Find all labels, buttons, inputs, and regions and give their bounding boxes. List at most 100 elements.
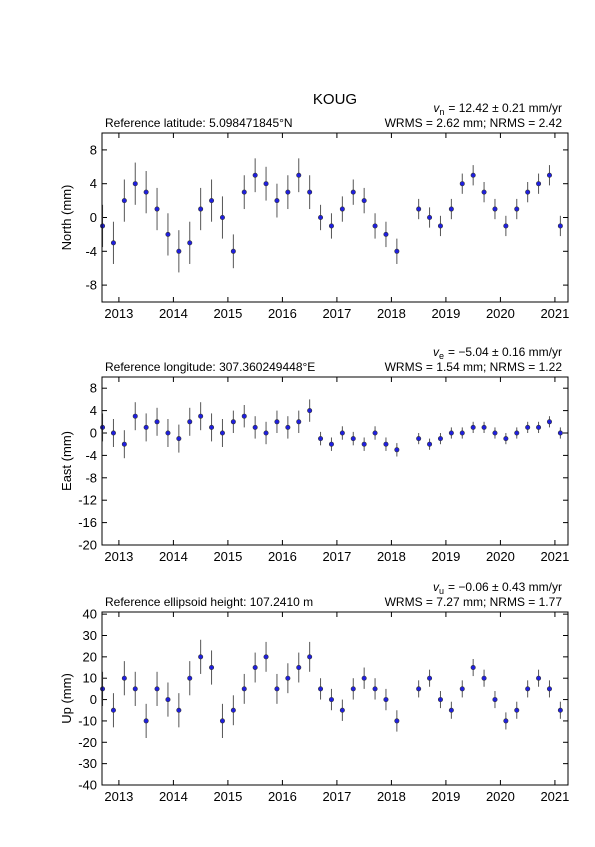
velocity-subscript: n bbox=[439, 107, 444, 117]
x-tick-label: 2021 bbox=[540, 306, 569, 321]
data-point bbox=[219, 718, 225, 724]
data-point bbox=[165, 697, 171, 703]
data-point bbox=[110, 240, 116, 246]
data-point bbox=[383, 441, 389, 447]
y-tick-label: -4 bbox=[85, 244, 97, 259]
data-point bbox=[187, 240, 193, 246]
data-point bbox=[296, 665, 302, 671]
data-point bbox=[427, 441, 433, 447]
plot-frame bbox=[101, 376, 569, 546]
data-point bbox=[263, 430, 269, 436]
data-point bbox=[503, 223, 509, 229]
velocity-label: vn = 12.42 ± 0.21 mm/yr bbox=[433, 101, 562, 117]
y-axis-label: East (mm) bbox=[59, 431, 74, 491]
y-tick-label: 4 bbox=[90, 176, 97, 191]
x-tick-label: 2019 bbox=[431, 789, 460, 804]
data-point bbox=[546, 686, 552, 692]
data-point bbox=[514, 206, 520, 212]
data-point bbox=[241, 189, 247, 195]
data-point bbox=[383, 231, 389, 237]
data-point bbox=[448, 206, 454, 212]
data-point bbox=[154, 686, 160, 692]
y-tick-label: 20 bbox=[83, 649, 97, 664]
x-tick-label: 2018 bbox=[377, 549, 406, 564]
wrms-label: WRMS = 1.54 mm; NRMS = 1.22 bbox=[385, 360, 563, 374]
y-tick-label: -12 bbox=[78, 493, 97, 508]
data-point bbox=[361, 198, 367, 204]
x-tick-label: 2013 bbox=[104, 789, 133, 804]
data-point bbox=[307, 654, 313, 660]
data-point bbox=[296, 419, 302, 425]
y-tick-label: 8 bbox=[90, 142, 97, 157]
data-point bbox=[492, 430, 498, 436]
data-point bbox=[132, 686, 138, 692]
data-point bbox=[394, 248, 400, 254]
y-tick-label: 0 bbox=[90, 692, 97, 707]
data-point bbox=[427, 215, 433, 221]
data-point bbox=[230, 707, 236, 713]
data-point bbox=[110, 430, 116, 436]
data-point bbox=[121, 198, 127, 204]
velocity-subscript: u bbox=[439, 586, 444, 596]
data-point bbox=[328, 697, 334, 703]
data-point bbox=[241, 413, 247, 419]
data-point bbox=[187, 419, 193, 425]
data-point bbox=[437, 697, 443, 703]
y-axis-label: North (mm) bbox=[59, 185, 74, 251]
y-tick-label: -40 bbox=[78, 778, 97, 793]
velocity-symbol: v bbox=[433, 101, 440, 115]
y-tick-label: -8 bbox=[85, 278, 97, 293]
data-point bbox=[459, 181, 465, 187]
data-point bbox=[525, 189, 531, 195]
data-point bbox=[328, 223, 334, 229]
data-point bbox=[514, 707, 520, 713]
x-tick-label: 2020 bbox=[486, 549, 515, 564]
x-tick-label: 2014 bbox=[159, 789, 188, 804]
data-point bbox=[361, 675, 367, 681]
data-point bbox=[557, 707, 563, 713]
velocity-subscript: e bbox=[439, 351, 444, 361]
data-point bbox=[165, 231, 171, 237]
data-point bbox=[481, 424, 487, 430]
data-point bbox=[339, 707, 345, 713]
data-point bbox=[459, 430, 465, 436]
data-point bbox=[100, 223, 106, 229]
reference-label: Reference longitude: 307.360249448°E bbox=[105, 360, 315, 374]
x-tick-label: 2016 bbox=[268, 306, 297, 321]
x-tick-label: 2018 bbox=[377, 789, 406, 804]
data-point bbox=[198, 206, 204, 212]
data-point bbox=[176, 707, 182, 713]
data-point bbox=[143, 718, 149, 724]
data-point bbox=[110, 707, 116, 713]
data-point bbox=[503, 718, 509, 724]
wrms-label: WRMS = 2.62 mm; NRMS = 2.42 bbox=[385, 116, 563, 130]
data-point bbox=[372, 686, 378, 692]
data-point bbox=[536, 424, 542, 430]
velocity-text: = −5.04 ± 0.16 mm/yr bbox=[448, 345, 562, 359]
data-point bbox=[525, 686, 531, 692]
data-point bbox=[132, 413, 138, 419]
data-point bbox=[361, 441, 367, 447]
data-point bbox=[372, 223, 378, 229]
data-point bbox=[416, 686, 422, 692]
reference-label: Reference ellipsoid height: 107.2410 m bbox=[105, 595, 313, 609]
wrms-label: WRMS = 7.27 mm; NRMS = 1.77 bbox=[385, 595, 563, 609]
data-point bbox=[481, 675, 487, 681]
data-point bbox=[546, 419, 552, 425]
data-point bbox=[416, 436, 422, 442]
x-tick-label: 2020 bbox=[486, 306, 515, 321]
data-point bbox=[263, 654, 269, 660]
data-point bbox=[481, 189, 487, 195]
data-point bbox=[274, 686, 280, 692]
data-point bbox=[448, 430, 454, 436]
data-point bbox=[209, 665, 215, 671]
x-tick-label: 2019 bbox=[431, 306, 460, 321]
y-tick-label: 10 bbox=[83, 671, 97, 686]
x-tick-label: 2017 bbox=[322, 306, 351, 321]
data-point bbox=[154, 419, 160, 425]
data-point bbox=[252, 665, 258, 671]
data-point bbox=[121, 675, 127, 681]
y-tick-label: -30 bbox=[78, 756, 97, 771]
data-point bbox=[285, 424, 291, 430]
data-point bbox=[328, 441, 334, 447]
